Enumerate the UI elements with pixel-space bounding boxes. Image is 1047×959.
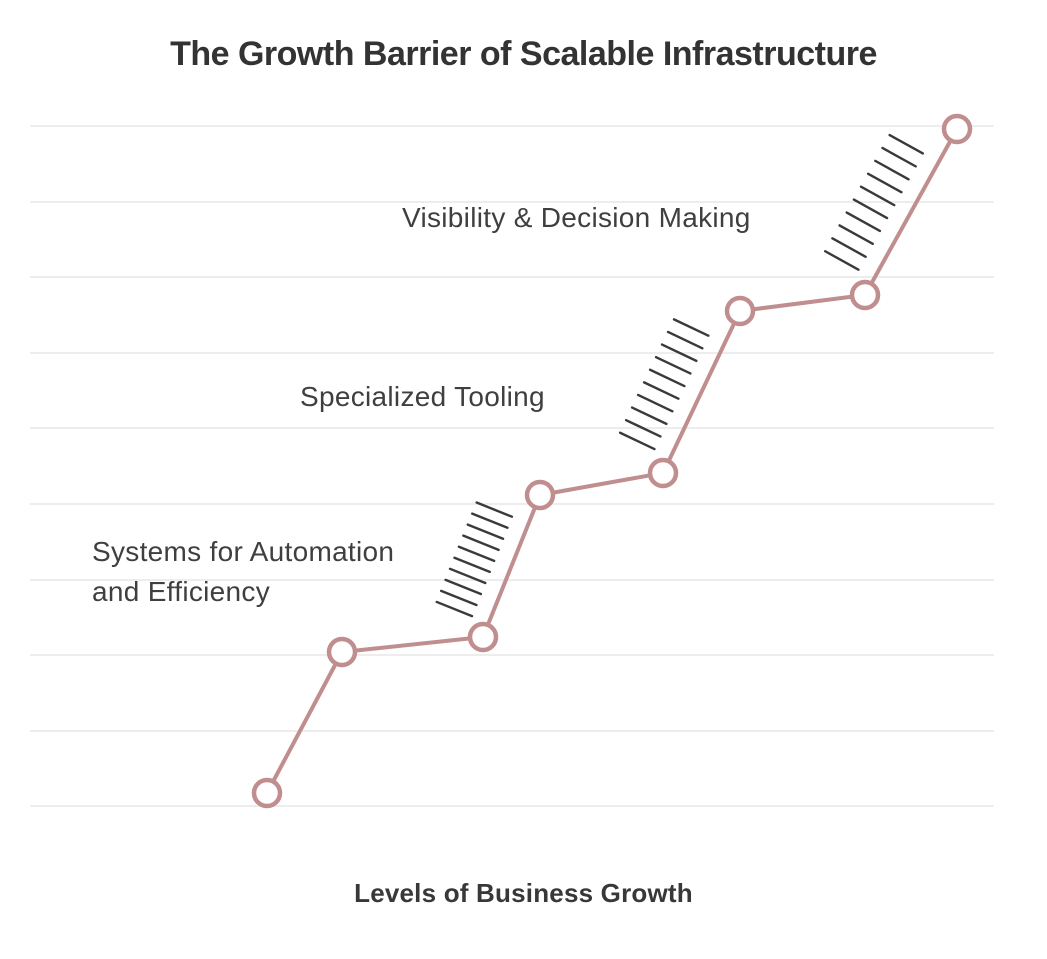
- hatch-tick: [435, 600, 474, 618]
- data-point-marker: [849, 279, 881, 311]
- hatch-tick: [859, 185, 896, 207]
- hatch-tick: [642, 381, 680, 400]
- data-point-marker: [941, 113, 973, 145]
- hatch-tick: [838, 224, 874, 246]
- data-point-marker: [724, 295, 756, 327]
- hatch-tick: [852, 198, 889, 220]
- barrier-label-line: Specialized Tooling: [300, 381, 545, 412]
- hatch-tick: [866, 172, 903, 194]
- hatch-tick: [624, 418, 662, 438]
- data-point-marker: [647, 457, 679, 489]
- hatch-tick: [462, 534, 500, 552]
- barrier-label-line: and Efficiency: [92, 576, 271, 607]
- hatch-tick: [439, 589, 478, 607]
- hatch-tick: [824, 250, 860, 271]
- barrier-hatch: [824, 133, 925, 271]
- hatch-tick: [881, 146, 917, 168]
- growth-line: [265, 127, 959, 795]
- hatch-tick: [672, 318, 710, 337]
- hatch-tick: [660, 343, 698, 363]
- data-point-marker: [524, 479, 556, 511]
- hatch-tick: [448, 567, 487, 585]
- barrier-label-line: Visibility & Decision Making: [402, 202, 751, 233]
- hatch-tick: [466, 523, 505, 540]
- hatch-tick: [831, 237, 867, 258]
- hatch-tick: [618, 431, 656, 451]
- hatch-tick: [666, 330, 704, 350]
- hatch-tick: [470, 512, 509, 529]
- hatch-tick: [457, 545, 496, 563]
- hatch-tick: [845, 211, 882, 233]
- hatch-tick: [654, 355, 692, 375]
- data-point-marker: [251, 777, 283, 809]
- barrier-hatch: [618, 318, 710, 451]
- hatch-tick: [630, 406, 668, 426]
- barrier-label-line: Systems for Automation: [92, 536, 395, 567]
- barrier-label: Systems for Automation and Efficiency: [92, 532, 394, 612]
- hatch-tick: [444, 578, 483, 596]
- hatch-tick: [636, 393, 674, 413]
- chart-title: The Growth Barrier of Scalable Infrastru…: [170, 35, 877, 73]
- hatch-tick: [475, 501, 514, 518]
- hatch-tick: [874, 159, 910, 181]
- barrier-label: Specialized Tooling: [300, 377, 545, 417]
- barrier-label: Visibility & Decision Making: [402, 198, 751, 238]
- hatch-tick: [453, 556, 491, 574]
- data-point-marker: [467, 621, 499, 653]
- barrier-hatch: [435, 501, 514, 618]
- hatch-tick: [888, 133, 925, 155]
- x-axis-label: Levels of Business Growth: [354, 878, 693, 908]
- data-point-marker: [326, 636, 358, 668]
- hatch-tick: [648, 368, 686, 388]
